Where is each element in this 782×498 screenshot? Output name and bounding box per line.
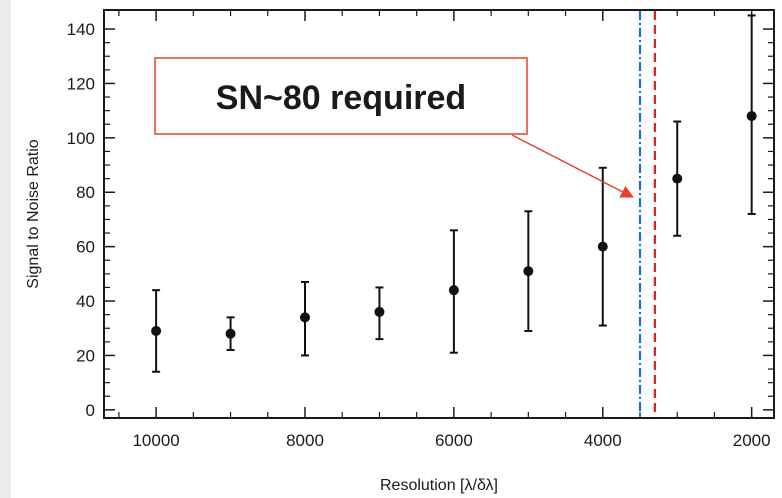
x-tick-label: 8000 [286, 431, 324, 450]
callout-arrow [511, 134, 623, 193]
x-tick-label: 10000 [132, 431, 179, 450]
y-tick-label: 20 [76, 346, 95, 365]
y-tick-label: 100 [67, 129, 95, 148]
callout-text: SN~80 required [216, 79, 466, 117]
y-tick-label: 80 [76, 183, 95, 202]
callout-box [154, 57, 528, 135]
y-tick-label: 0 [86, 401, 95, 420]
data-point [746, 111, 757, 122]
x-tick-label: 2000 [733, 431, 771, 450]
data-point [151, 325, 162, 336]
data-point [374, 306, 385, 317]
left-margin-strip [0, 0, 11, 498]
y-tick-label: 140 [67, 20, 95, 39]
data-point [523, 266, 534, 277]
y-tick-label: 40 [76, 292, 95, 311]
data-point [448, 285, 459, 296]
x-tick-label: 6000 [435, 431, 473, 450]
x-tick-label: 4000 [584, 431, 622, 450]
callout: SN~80 required [154, 57, 634, 198]
y-tick-label: 120 [67, 74, 95, 93]
plot-frame [103, 9, 775, 419]
data-point [672, 173, 683, 184]
axis-ticks: 0 20 40 60 80 100 120 140 10000 8000 6000 4000 2000 [67, 10, 774, 450]
y-tick-label: 60 [76, 238, 95, 257]
x-axis-title: Resolution [λ/δλ] [380, 477, 498, 494]
threshold-lines [638, 11, 656, 417]
data-point [300, 312, 310, 323]
data-series [151, 14, 757, 373]
data-point [225, 328, 236, 339]
y-axis-title: Signal to Noise Ratio [25, 139, 42, 289]
callout-arrowhead [619, 185, 634, 198]
data-point [597, 241, 608, 252]
